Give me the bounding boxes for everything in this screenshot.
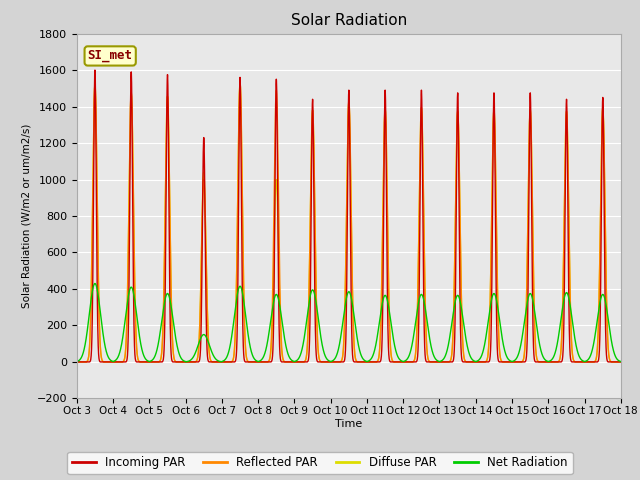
Reflected PAR (471, 359, 479, 365)
Diffuse PAR (171, 357, 179, 363)
Diffuse PAR (329, 359, 337, 365)
Net Radiation (182, 359, 189, 365)
Diffuse PAR (441, 359, 449, 365)
Line: Net Radiation: Net Radiation (77, 284, 621, 362)
Incoming PAR (471, 359, 479, 365)
X-axis label: Time: Time (335, 419, 362, 429)
Net Radiation (91, 281, 99, 287)
Net Radiation (171, 328, 179, 334)
Line: Diffuse PAR: Diffuse PAR (77, 83, 621, 362)
Incoming PAR (617, 359, 625, 365)
Incoming PAR (616, 359, 624, 365)
Net Radiation (73, 359, 81, 364)
Incoming PAR (171, 359, 179, 365)
Y-axis label: Solar Radiation (W/m2 or um/m2/s): Solar Radiation (W/m2 or um/m2/s) (21, 124, 31, 308)
Line: Incoming PAR: Incoming PAR (77, 70, 621, 362)
Diffuse PAR (616, 359, 624, 365)
Diffuse PAR (471, 359, 479, 365)
Net Radiation (502, 351, 509, 357)
Reflected PAR (171, 357, 179, 363)
Reflected PAR (73, 359, 81, 365)
Net Radiation (471, 359, 479, 364)
Reflected PAR (502, 359, 509, 365)
Net Radiation (329, 358, 337, 364)
Incoming PAR (502, 359, 509, 365)
Net Radiation (617, 359, 625, 364)
Reflected PAR (236, 80, 244, 86)
Net Radiation (616, 359, 624, 364)
Diffuse PAR (502, 359, 509, 365)
Incoming PAR (91, 67, 99, 73)
Incoming PAR (73, 359, 81, 365)
Diffuse PAR (73, 359, 81, 365)
Title: Solar Radiation: Solar Radiation (291, 13, 407, 28)
Reflected PAR (441, 359, 449, 365)
Line: Reflected PAR: Reflected PAR (77, 83, 621, 362)
Net Radiation (441, 354, 449, 360)
Diffuse PAR (236, 80, 244, 86)
Diffuse PAR (617, 359, 625, 365)
Incoming PAR (441, 359, 449, 365)
Text: SI_met: SI_met (88, 49, 132, 62)
Reflected PAR (329, 359, 337, 365)
Reflected PAR (616, 359, 624, 365)
Legend: Incoming PAR, Reflected PAR, Diffuse PAR, Net Radiation: Incoming PAR, Reflected PAR, Diffuse PAR… (67, 452, 573, 474)
Reflected PAR (617, 359, 625, 365)
Incoming PAR (329, 359, 337, 365)
